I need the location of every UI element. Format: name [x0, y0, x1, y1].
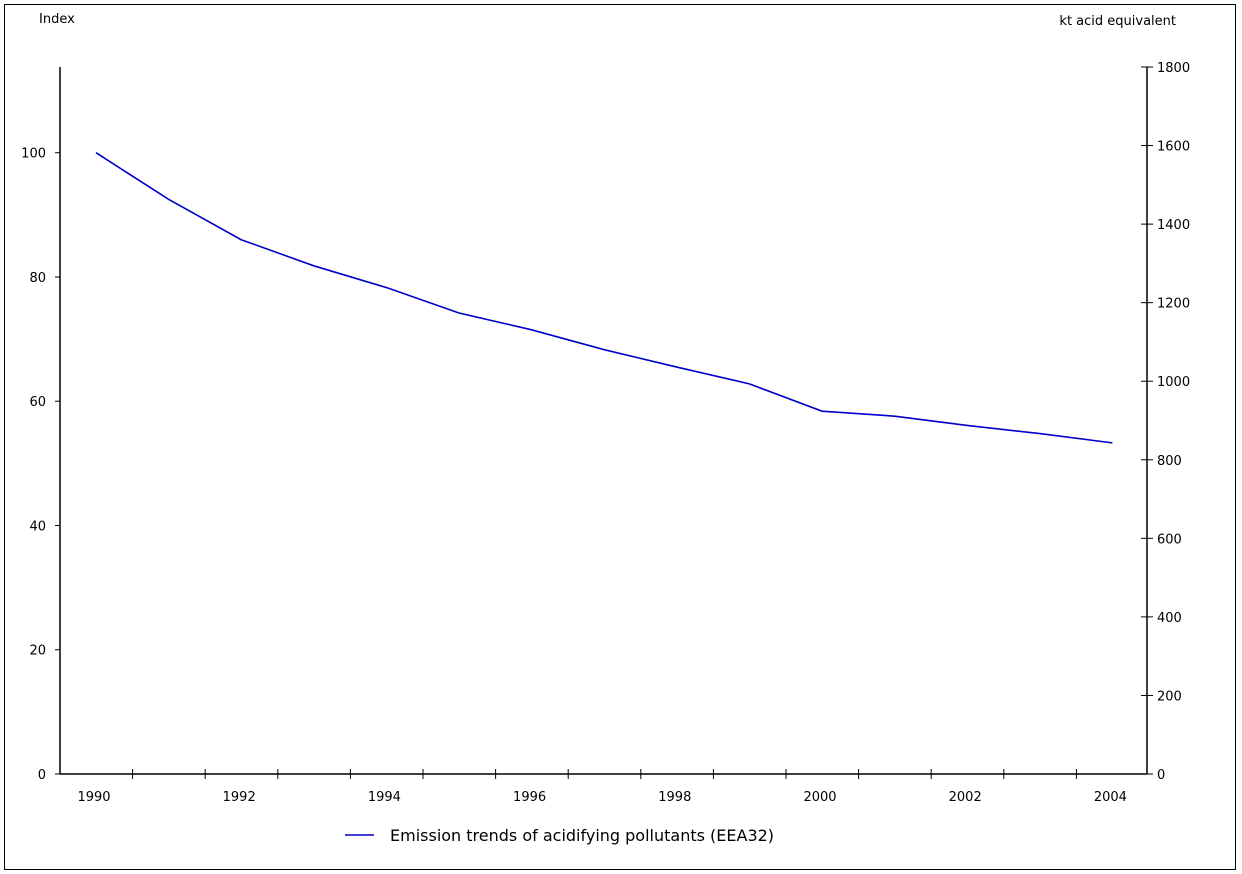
left-axis-tick-label: 40 — [29, 519, 46, 534]
legend-label: Emission trends of acidifying pollutants… — [390, 826, 774, 845]
series-line — [95, 152, 1113, 444]
x-axis-tick-label: 1990 — [77, 790, 110, 805]
right-y-axis: 0 200 400 600 800 1000 1200 1400 1600 1800 — [1141, 61, 1190, 783]
left-axis-tick-label: 80 — [29, 271, 46, 286]
legend: Emission trends of acidifying pollutants… — [345, 826, 774, 845]
x-axis-tick-label: 1996 — [513, 790, 546, 805]
right-axis-tick-label: 1400 — [1157, 218, 1190, 233]
left-axis-title: Index — [39, 12, 75, 27]
x-axis-tick-label: 2002 — [949, 790, 982, 805]
series-group — [95, 152, 1113, 444]
left-axis-tick-label: 100 — [21, 147, 46, 162]
right-axis-tick-label: 800 — [1157, 454, 1182, 469]
chart-frame — [4, 4, 1236, 870]
x-axis-tick-label: 2004 — [1094, 790, 1127, 805]
x-axis-tick-label: 1998 — [658, 790, 691, 805]
left-y-axis: 0 20 40 60 80 100 — [21, 67, 61, 783]
x-axis-tick-label: 1994 — [368, 790, 401, 805]
x-axis-tick-label: 1992 — [223, 790, 256, 805]
right-axis-tick-label: 1200 — [1157, 297, 1190, 312]
right-axis-tick-label: 1800 — [1157, 61, 1190, 76]
x-axis-tick-label: 2000 — [803, 790, 836, 805]
right-axis-title: kt acid equivalent — [1059, 14, 1176, 29]
right-axis-tick-label: 600 — [1157, 532, 1182, 547]
right-axis-tick-label: 1600 — [1157, 140, 1190, 155]
right-axis-tick-label: 400 — [1157, 611, 1182, 626]
left-axis-tick-label: 0 — [38, 768, 46, 783]
left-axis-tick-label: 20 — [29, 644, 46, 659]
right-axis-tick-label: 0 — [1157, 768, 1165, 783]
left-axis-tick-label: 60 — [29, 395, 46, 410]
right-axis-tick-label: 200 — [1157, 689, 1182, 704]
x-axis: 1990 1992 1994 1996 1998 2000 2002 2004 — [60, 769, 1147, 805]
right-axis-tick-label: 1000 — [1157, 375, 1190, 390]
